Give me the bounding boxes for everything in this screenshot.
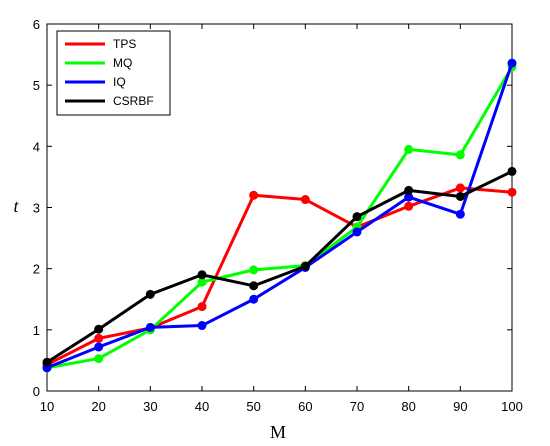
x-tick-label: 30	[143, 399, 157, 414]
y-tick-label: 5	[33, 78, 40, 93]
y-tick-label: 4	[33, 139, 40, 154]
data-point	[249, 281, 259, 291]
legend-label: CSRBF	[113, 94, 154, 108]
x-tick-label: 20	[91, 399, 105, 414]
data-point	[42, 357, 52, 367]
x-tick-label: 50	[246, 399, 260, 414]
x-tick-label: 10	[40, 399, 54, 414]
y-tick-label: 2	[33, 262, 40, 277]
data-point	[300, 261, 310, 271]
series-tps	[42, 183, 517, 370]
data-point	[94, 342, 104, 352]
x-axis-label: M	[270, 422, 286, 442]
y-tick-label: 6	[33, 17, 40, 32]
data-point	[94, 333, 104, 343]
data-point	[249, 265, 259, 275]
y-tick-label: 0	[33, 384, 40, 399]
data-point	[145, 322, 155, 332]
series-line-csrbf	[46, 170, 513, 364]
data-point	[404, 201, 414, 211]
y-axis: 0 1 2 3 4 5 6	[33, 17, 512, 399]
data-point	[455, 209, 465, 219]
legend-label: TPS	[113, 37, 136, 51]
data-point	[94, 324, 104, 334]
data-point	[455, 150, 465, 160]
series-line-tps	[46, 186, 513, 367]
data-point	[507, 166, 517, 176]
data-point	[352, 212, 362, 222]
x-tick-label: 40	[195, 399, 209, 414]
y-axis-label: t	[13, 196, 19, 216]
x-tick-label: 80	[401, 399, 415, 414]
data-point	[352, 227, 362, 237]
data-point	[249, 190, 259, 200]
data-point	[404, 144, 414, 154]
data-point	[249, 294, 259, 304]
x-tick-label: 60	[298, 399, 312, 414]
data-point	[197, 302, 207, 312]
x-tick-label: 90	[453, 399, 467, 414]
series-csrbf	[42, 166, 517, 367]
legend-label: MQ	[113, 56, 132, 70]
data-point	[507, 58, 517, 68]
data-point	[404, 185, 414, 195]
legend-label: IQ	[113, 75, 126, 89]
x-axis: 10 20 30 40 50 60 70 80 90 100	[40, 24, 523, 414]
data-point	[94, 354, 104, 364]
legend: TPS MQ IQ CSRBF	[56, 30, 171, 116]
data-point	[455, 191, 465, 201]
data-point	[507, 187, 517, 197]
y-tick-label: 3	[33, 201, 40, 216]
y-tick-label: 1	[33, 323, 40, 338]
x-tick-label: 70	[350, 399, 364, 414]
series-line-iq	[46, 62, 514, 370]
data-point	[197, 321, 207, 331]
data-point	[455, 183, 465, 193]
x-tick-label: 100	[501, 399, 523, 414]
series-layer	[42, 58, 517, 373]
data-point	[197, 270, 207, 280]
data-point	[300, 195, 310, 205]
data-point	[145, 289, 155, 299]
series-line-mq	[46, 66, 514, 370]
data-point	[404, 192, 414, 202]
data-point	[197, 277, 207, 287]
